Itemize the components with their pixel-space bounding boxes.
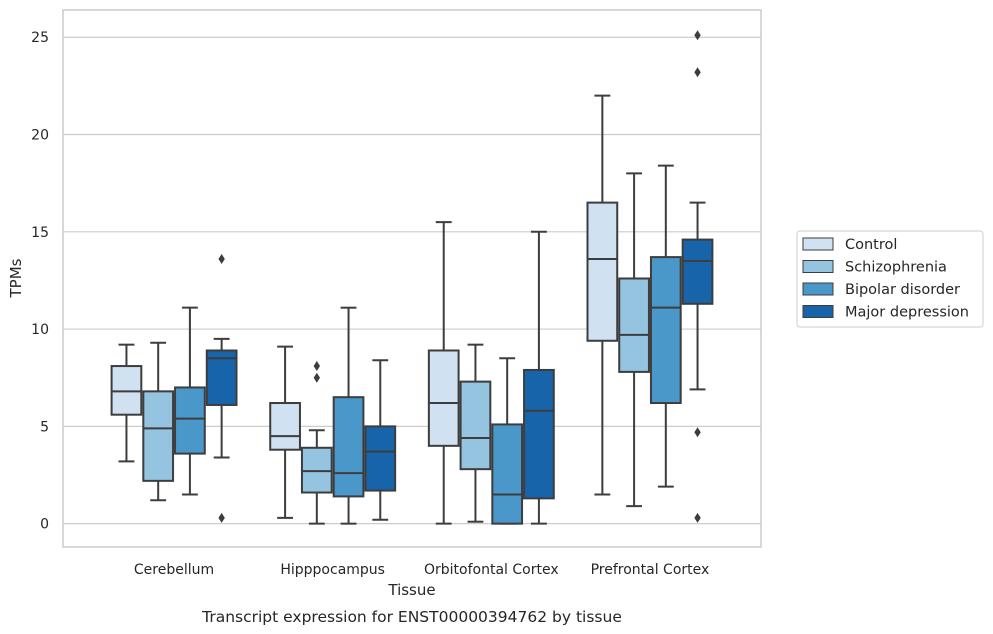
y-tick-label: 0: [40, 517, 49, 533]
legend-swatch: [802, 305, 834, 318]
chart-caption: Transcript expression for ENST0000039476…: [201, 608, 622, 626]
y-tick-label: 5: [40, 419, 49, 435]
legend-label: Control: [845, 237, 897, 253]
legend-label: Major depression: [845, 305, 969, 321]
box-iqr: [269, 402, 301, 451]
box-iqr: [332, 396, 365, 498]
legend-swatch: [802, 260, 834, 273]
box: [205, 254, 238, 523]
box-iqr: [649, 256, 682, 405]
box: [300, 361, 333, 525]
box: [618, 172, 650, 508]
legend: Control Schizophrenia Bipolar disorder Majo…: [796, 230, 984, 328]
x-tick-label: Cerebellum: [134, 562, 214, 578]
y-tick-label: 15: [31, 225, 49, 241]
x-tick-label: Prefrontal Cortex: [591, 562, 710, 578]
x-axis-ticks: Cerebellum Hipppocampus Orbitofontal Corte…: [134, 562, 709, 578]
box: [459, 343, 492, 523]
box-iqr: [491, 423, 524, 525]
box-iqr: [459, 380, 492, 471]
outlier-point: [218, 254, 225, 265]
box: [523, 230, 555, 525]
box-iqr: [523, 368, 555, 500]
series-schizophrenia: [142, 172, 650, 525]
box: [586, 94, 619, 496]
box-iqr: [142, 390, 175, 482]
outlier-point: [313, 372, 321, 383]
box-series: [110, 30, 714, 525]
box-iqr: [364, 425, 397, 492]
outlier-point: [694, 30, 701, 41]
box: [174, 306, 206, 496]
box-iqr: [586, 201, 619, 342]
legend-label: Schizophrenia: [845, 260, 947, 276]
box: [649, 164, 682, 488]
legend-swatch: [802, 282, 834, 296]
box-iqr: [681, 238, 714, 305]
legend-swatch: [802, 237, 834, 251]
box-iqr: [618, 277, 650, 373]
x-tick-label: Hipppocampus: [280, 562, 385, 578]
outlier-point: [694, 512, 701, 523]
box: [332, 306, 365, 525]
outlier-point: [313, 361, 321, 372]
x-tick-label: Orbitofontal Cortex: [424, 562, 559, 578]
legend-items: Control Schizophrenia Bipolar disorder Majo…: [802, 237, 969, 321]
series-control: [110, 94, 619, 525]
box: [269, 345, 301, 519]
series-major-depression: [205, 30, 714, 525]
plot-frame: [62, 9, 762, 548]
box: [491, 357, 524, 525]
y-tick-label: 10: [31, 322, 49, 338]
series-bipolar-disorder: [174, 164, 682, 525]
outlier-point: [694, 67, 701, 78]
y-axis-ticks: 0 5 10 15 20 25: [31, 30, 49, 532]
y-tick-label: 20: [31, 128, 49, 144]
box: [142, 341, 175, 502]
outlier-point: [218, 512, 225, 523]
y-axis-title: TPMs: [7, 258, 25, 298]
box: [681, 30, 714, 523]
box: [110, 343, 143, 463]
legend-frame: [796, 230, 984, 328]
x-axis-title: Tissue: [387, 581, 435, 599]
box-iqr: [427, 349, 460, 447]
box-iqr: [205, 349, 238, 406]
box: [364, 359, 397, 521]
box-iqr: [174, 386, 206, 455]
y-tick-label: 25: [31, 30, 49, 46]
legend-label: Bipolar disorder: [845, 282, 960, 298]
box: [427, 221, 460, 525]
outlier-point: [694, 427, 701, 438]
